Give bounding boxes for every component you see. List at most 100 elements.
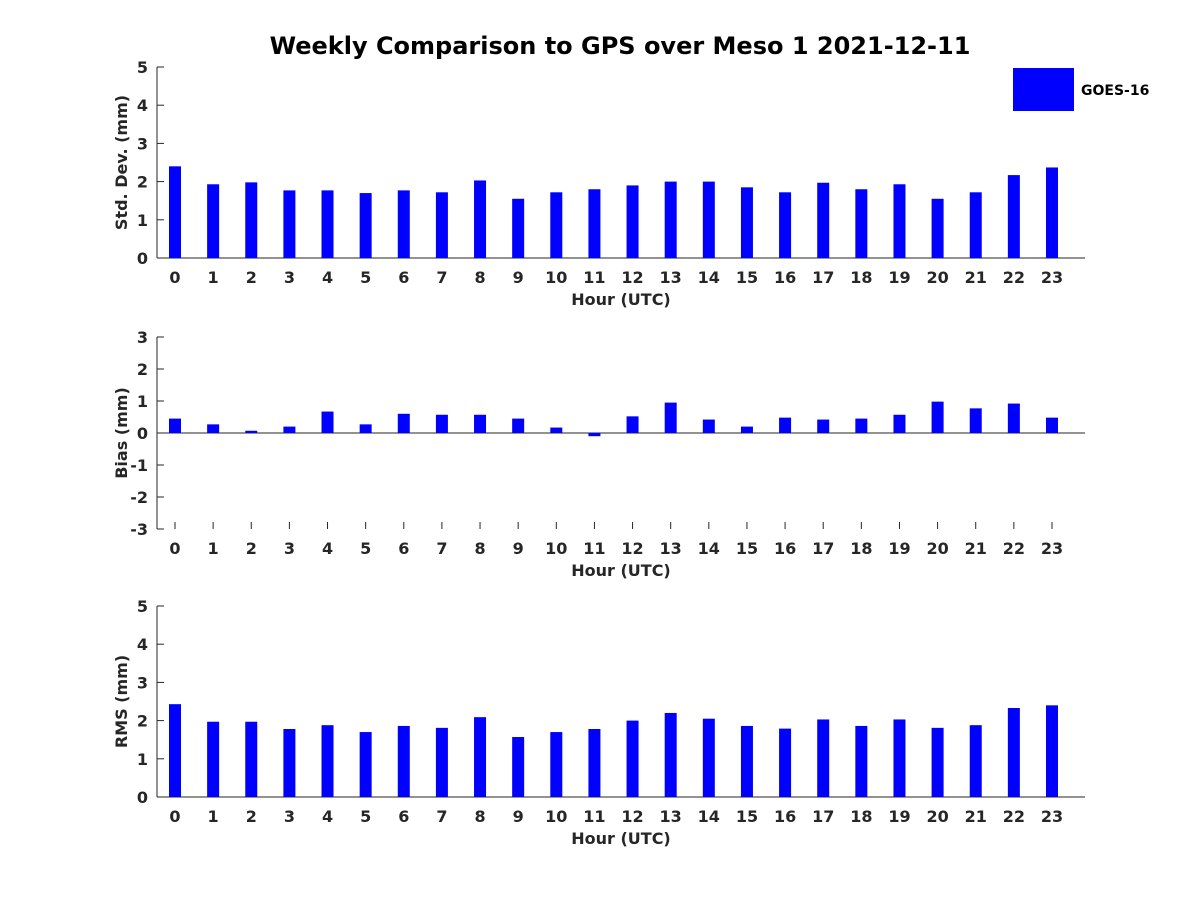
- rms-bar: [855, 725, 868, 797]
- bias-bar: [664, 402, 677, 433]
- std-dev-bar: [283, 190, 296, 258]
- bias-xtick-label: 21: [965, 539, 987, 558]
- std-dev-bar: [245, 182, 258, 258]
- std-dev-xtick-label: 20: [926, 268, 948, 287]
- std-dev-bar: [931, 198, 944, 258]
- std-dev-xtick-label: 11: [583, 268, 605, 287]
- bias-xtick-label: 20: [926, 539, 948, 558]
- bias-xtick-label: 11: [583, 539, 605, 558]
- std-dev-xlabel: Hour (UTC): [571, 290, 671, 309]
- rms-bar: [512, 737, 525, 797]
- bias-bar: [817, 419, 830, 433]
- rms-bar: [1007, 707, 1020, 797]
- legend-swatch: [1013, 68, 1074, 111]
- std-dev-ytick-label: 1: [137, 211, 148, 230]
- bias-xtick-label: 23: [1041, 539, 1063, 558]
- std-dev-bar: [169, 166, 181, 258]
- rms-ytick-label: 4: [137, 635, 148, 654]
- rms-ylabel: RMS (mm): [112, 655, 131, 748]
- rms-xtick-label: 7: [436, 807, 447, 826]
- rms-bar: [321, 725, 334, 797]
- rms-bar: [969, 725, 982, 797]
- bias-ylabel: Bias (mm): [112, 387, 131, 479]
- bias-bar: [474, 414, 487, 433]
- std-dev-bar: [1007, 175, 1020, 258]
- bias-bar: [1007, 403, 1020, 433]
- rms-xtick-label: 10: [545, 807, 567, 826]
- bias-ytick-label: 2: [137, 360, 148, 379]
- rms-xtick-label: 18: [850, 807, 872, 826]
- std-dev-bar: [664, 181, 677, 258]
- rms-xtick-label: 17: [812, 807, 834, 826]
- bias-xtick-label: 18: [850, 539, 872, 558]
- rms-xtick-label: 13: [660, 807, 682, 826]
- bias-ytick-label: 1: [137, 392, 148, 411]
- bias-bar: [397, 413, 410, 433]
- bias-bar: [855, 418, 868, 433]
- bias-ytick-label: -2: [130, 488, 148, 507]
- std-dev-xtick-label: 12: [621, 268, 643, 287]
- std-dev-xtick-label: 7: [436, 268, 447, 287]
- rms-bar: [664, 712, 677, 797]
- std-dev-bar: [207, 184, 220, 258]
- std-dev-xtick-label: 13: [660, 268, 682, 287]
- bias-xtick-label: 22: [1003, 539, 1025, 558]
- std-dev-bar: [817, 182, 830, 258]
- bias-bar: [969, 408, 982, 433]
- std-dev-xtick-label: 5: [360, 268, 371, 287]
- bias-bar: [702, 419, 715, 433]
- std-dev-bar: [512, 198, 525, 258]
- bias-xtick-label: 15: [736, 539, 758, 558]
- bias-xtick-label: 19: [888, 539, 910, 558]
- legend-label: GOES-16: [1081, 83, 1149, 99]
- bias-bar: [321, 411, 334, 433]
- bias-xtick-label: 3: [284, 539, 295, 558]
- std-dev-xtick-label: 23: [1041, 268, 1063, 287]
- bias-bar: [207, 424, 220, 433]
- rms-ytick-label: 3: [137, 673, 148, 692]
- bias-bar: [512, 418, 525, 433]
- rms-bar: [245, 721, 258, 797]
- rms-ytick-label: 2: [137, 712, 148, 731]
- rms-ytick-label: 1: [137, 750, 148, 769]
- std-dev-xtick-label: 10: [545, 268, 567, 287]
- bias-bar: [740, 426, 753, 433]
- bias-xtick-label: 10: [545, 539, 567, 558]
- rms-xtick-label: 8: [474, 807, 485, 826]
- bias-ytick-label: 0: [137, 424, 148, 443]
- rms-bar: [893, 719, 906, 797]
- std-dev-xtick-label: 0: [169, 268, 180, 287]
- rms-xtick-label: 4: [322, 807, 333, 826]
- bias-xtick-label: 9: [513, 539, 524, 558]
- std-dev-ytick-label: 3: [137, 134, 148, 153]
- bias-xtick-label: 5: [360, 539, 371, 558]
- rms-bar: [435, 727, 448, 797]
- bias-xtick-label: 6: [398, 539, 409, 558]
- bias-ytick-label: -1: [130, 456, 148, 475]
- std-dev-ylabel: Std. Dev. (mm): [112, 95, 131, 230]
- std-dev-xtick-label: 22: [1003, 268, 1025, 287]
- bias-bar: [359, 424, 372, 433]
- std-dev-bar: [550, 192, 563, 258]
- rms-bar: [931, 727, 944, 797]
- bias-xtick-label: 2: [246, 539, 257, 558]
- std-dev-bar: [359, 193, 372, 258]
- std-dev-bar: [779, 192, 792, 258]
- std-dev-bar: [969, 192, 982, 258]
- bias-bar: [779, 417, 792, 433]
- bias-bar: [893, 414, 906, 433]
- std-dev-xtick-label: 21: [965, 268, 987, 287]
- bias-bar: [1045, 417, 1058, 433]
- rms-bar: [207, 721, 220, 797]
- rms-xtick-label: 16: [774, 807, 796, 826]
- std-dev-xtick-label: 8: [474, 268, 485, 287]
- std-dev-xtick-label: 16: [774, 268, 796, 287]
- rms-xtick-label: 14: [698, 807, 720, 826]
- bias-bar: [435, 414, 448, 433]
- rms-xtick-label: 2: [246, 807, 257, 826]
- std-dev-xtick-label: 14: [698, 268, 720, 287]
- std-dev-bar: [321, 190, 334, 258]
